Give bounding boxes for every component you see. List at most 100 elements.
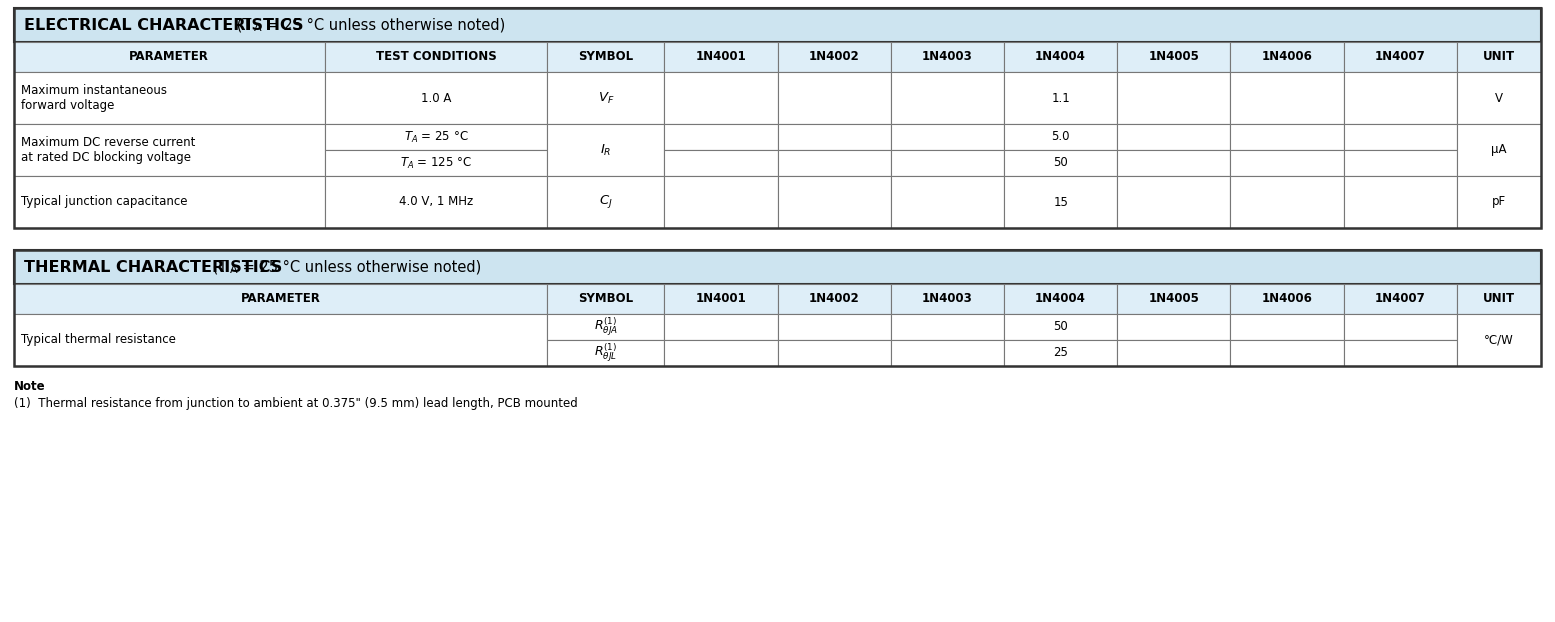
Bar [547, 124, 664, 176]
Bar [891, 340, 1005, 366]
Text: 1N4005: 1N4005 [1149, 292, 1199, 305]
Text: SYMBOL: SYMBOL [578, 50, 633, 63]
Bar [547, 284, 664, 314]
Text: PARAMETER: PARAMETER [241, 292, 320, 305]
Text: 1N4001: 1N4001 [695, 292, 746, 305]
Text: 15: 15 [1053, 195, 1068, 208]
Text: 1N4007: 1N4007 [1375, 50, 1426, 63]
Text: 1.0 A: 1.0 A [421, 91, 451, 104]
Bar [1116, 176, 1230, 228]
Bar [1457, 72, 1541, 124]
Bar [325, 72, 547, 124]
Bar [1344, 176, 1457, 228]
Text: THERMAL CHARACTERISTICS: THERMAL CHARACTERISTICS [23, 259, 283, 274]
Bar [547, 42, 664, 72]
Text: 4.0 V, 1 MHz: 4.0 V, 1 MHz [398, 195, 473, 208]
Bar [778, 124, 891, 150]
Bar [891, 72, 1005, 124]
Bar [778, 314, 891, 340]
Text: (1)  Thermal resistance from junction to ambient at 0.375" (9.5 mm) lead length,: (1) Thermal resistance from junction to … [14, 397, 578, 410]
Bar [664, 150, 778, 176]
Bar [14, 314, 547, 366]
Bar [1457, 314, 1541, 366]
Bar [1344, 150, 1457, 176]
Bar [1457, 124, 1541, 176]
Text: A: A [230, 265, 238, 275]
Bar [1116, 124, 1230, 150]
Bar [1230, 314, 1344, 340]
Bar [1230, 124, 1344, 150]
Bar [664, 284, 778, 314]
Bar [14, 42, 325, 72]
Text: Maximum instantaneous
forward voltage: Maximum instantaneous forward voltage [22, 84, 166, 112]
Text: 1N4004: 1N4004 [1036, 292, 1085, 305]
Bar [1116, 72, 1230, 124]
Text: Note: Note [14, 380, 45, 393]
Text: 1N4003: 1N4003 [922, 292, 973, 305]
Bar [1005, 340, 1116, 366]
Bar [14, 8, 1541, 228]
Bar [891, 42, 1005, 72]
Text: 1.1: 1.1 [1051, 91, 1070, 104]
Bar [891, 284, 1005, 314]
Bar [1005, 72, 1116, 124]
Text: Typical junction capacitance: Typical junction capacitance [22, 195, 188, 208]
Bar [664, 72, 778, 124]
Bar [14, 124, 325, 176]
Bar [1230, 72, 1344, 124]
Text: PARAMETER: PARAMETER [129, 50, 210, 63]
Bar [1230, 340, 1344, 366]
Text: (T: (T [232, 17, 252, 32]
Bar [14, 72, 325, 124]
Bar [547, 72, 664, 124]
Bar [1005, 284, 1116, 314]
Bar [664, 124, 778, 150]
Bar [325, 150, 547, 176]
Text: A: A [253, 23, 261, 33]
Bar [14, 176, 325, 228]
Bar [1344, 72, 1457, 124]
Text: = 25 °C unless otherwise noted): = 25 °C unless otherwise noted) [261, 17, 505, 32]
Bar [1344, 124, 1457, 150]
Bar [1116, 150, 1230, 176]
Bar [778, 176, 891, 228]
Bar [1005, 150, 1116, 176]
Text: $C_J$: $C_J$ [599, 193, 613, 210]
Bar [325, 176, 547, 228]
Bar [1344, 42, 1457, 72]
Bar [1116, 284, 1230, 314]
Bar [1457, 42, 1541, 72]
Bar [325, 124, 547, 150]
Bar [891, 150, 1005, 176]
Bar [1230, 176, 1344, 228]
Bar [1005, 176, 1116, 228]
Bar [778, 150, 891, 176]
Bar [664, 314, 778, 340]
Bar [778, 72, 891, 124]
Text: 1N4001: 1N4001 [695, 50, 746, 63]
Text: Maximum DC reverse current
at rated DC blocking voltage: Maximum DC reverse current at rated DC b… [22, 136, 196, 164]
Bar [1457, 176, 1541, 228]
Text: $T_A$ = 125 °C: $T_A$ = 125 °C [400, 156, 473, 170]
Text: ELECTRICAL CHARACTERISTICS: ELECTRICAL CHARACTERISTICS [23, 17, 303, 32]
Bar [778, 284, 891, 314]
Bar [891, 314, 1005, 340]
Bar [1344, 284, 1457, 314]
Text: = 25 °C unless otherwise noted): = 25 °C unless otherwise noted) [238, 259, 480, 274]
Text: 50: 50 [1053, 157, 1068, 170]
Bar [891, 124, 1005, 150]
Bar [1230, 150, 1344, 176]
Text: $T_A$ = 25 °C: $T_A$ = 25 °C [404, 129, 468, 144]
Bar [14, 284, 547, 314]
Bar [1457, 284, 1541, 314]
Bar [1005, 124, 1116, 150]
Bar [1116, 314, 1230, 340]
Text: °C/W: °C/W [1483, 333, 1515, 346]
Bar [1230, 284, 1344, 314]
Bar [547, 314, 664, 340]
Bar [1005, 42, 1116, 72]
Text: $R_{\theta JA}^{(1)}$: $R_{\theta JA}^{(1)}$ [594, 316, 617, 338]
Text: UNIT: UNIT [1483, 50, 1515, 63]
Text: 1N4006: 1N4006 [1261, 50, 1312, 63]
Text: Typical thermal resistance: Typical thermal resistance [22, 333, 176, 346]
